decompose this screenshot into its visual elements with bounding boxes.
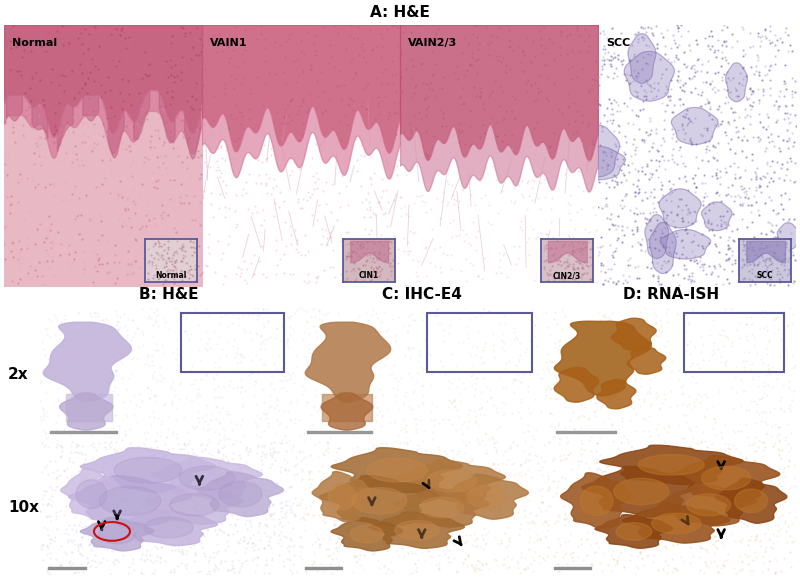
Polygon shape: [686, 494, 730, 516]
Polygon shape: [445, 474, 528, 519]
Polygon shape: [554, 321, 651, 396]
Polygon shape: [671, 107, 718, 145]
Text: D: RNA-ISH: D: RNA-ISH: [623, 287, 719, 302]
Polygon shape: [43, 322, 131, 402]
Polygon shape: [119, 509, 218, 546]
Polygon shape: [60, 393, 113, 430]
Polygon shape: [580, 486, 613, 515]
Bar: [426, 313, 531, 372]
Polygon shape: [778, 223, 799, 250]
Polygon shape: [624, 51, 674, 101]
Polygon shape: [80, 448, 215, 493]
Polygon shape: [650, 223, 676, 273]
Text: B: H&E: B: H&E: [138, 287, 198, 302]
Polygon shape: [306, 322, 390, 402]
Polygon shape: [467, 485, 506, 508]
Bar: [684, 313, 783, 372]
Polygon shape: [398, 460, 506, 502]
Polygon shape: [661, 484, 756, 526]
Polygon shape: [659, 189, 701, 228]
Polygon shape: [350, 525, 383, 543]
Polygon shape: [734, 489, 767, 512]
Polygon shape: [715, 478, 787, 523]
Polygon shape: [320, 475, 439, 526]
Polygon shape: [312, 471, 372, 522]
Polygon shape: [702, 202, 732, 231]
Text: VAIN1: VAIN1: [210, 38, 247, 48]
Polygon shape: [76, 479, 107, 508]
Text: A: H&E: A: H&E: [370, 5, 430, 20]
Polygon shape: [571, 147, 626, 180]
Text: Normal: Normal: [12, 38, 57, 48]
Polygon shape: [152, 457, 262, 499]
Polygon shape: [198, 472, 283, 516]
Polygon shape: [369, 512, 465, 548]
Text: VAIN2/3: VAIN2/3: [408, 38, 457, 48]
Bar: [182, 313, 284, 372]
Polygon shape: [352, 488, 407, 514]
Polygon shape: [660, 230, 710, 259]
Polygon shape: [673, 456, 780, 501]
Polygon shape: [98, 524, 136, 544]
Polygon shape: [651, 513, 701, 534]
Polygon shape: [395, 520, 438, 539]
Text: CIN1: CIN1: [359, 271, 379, 280]
Polygon shape: [628, 33, 656, 83]
Text: 2x: 2x: [8, 367, 29, 381]
Text: 10x: 10x: [8, 500, 39, 515]
Polygon shape: [145, 485, 243, 524]
Polygon shape: [626, 347, 666, 374]
Polygon shape: [561, 473, 632, 529]
Polygon shape: [420, 497, 464, 518]
Polygon shape: [328, 484, 356, 510]
Polygon shape: [611, 318, 656, 350]
Polygon shape: [69, 475, 191, 526]
Text: SCC: SCC: [606, 38, 630, 48]
Polygon shape: [179, 466, 235, 490]
Polygon shape: [614, 478, 669, 505]
Polygon shape: [80, 518, 154, 551]
Polygon shape: [170, 493, 219, 516]
Polygon shape: [622, 504, 730, 543]
Polygon shape: [61, 469, 122, 519]
Polygon shape: [144, 517, 193, 538]
Polygon shape: [366, 458, 427, 482]
Polygon shape: [114, 458, 182, 483]
Text: SCC: SCC: [757, 271, 774, 280]
Text: Normal: Normal: [155, 271, 187, 280]
Polygon shape: [597, 380, 636, 409]
Polygon shape: [582, 466, 701, 516]
Polygon shape: [645, 215, 669, 258]
Polygon shape: [638, 455, 704, 475]
Polygon shape: [427, 470, 477, 492]
Polygon shape: [577, 125, 620, 177]
Polygon shape: [616, 523, 652, 540]
Polygon shape: [394, 488, 490, 527]
Polygon shape: [554, 368, 598, 402]
Polygon shape: [321, 393, 373, 430]
Polygon shape: [726, 63, 747, 102]
Text: CIN2/3: CIN2/3: [553, 271, 582, 280]
Polygon shape: [219, 481, 262, 507]
Polygon shape: [702, 466, 751, 490]
Polygon shape: [600, 445, 742, 485]
Polygon shape: [331, 448, 462, 493]
Polygon shape: [595, 515, 673, 548]
Polygon shape: [99, 486, 161, 515]
Text: C: IHC-E4: C: IHC-E4: [382, 287, 462, 302]
Polygon shape: [331, 518, 402, 551]
